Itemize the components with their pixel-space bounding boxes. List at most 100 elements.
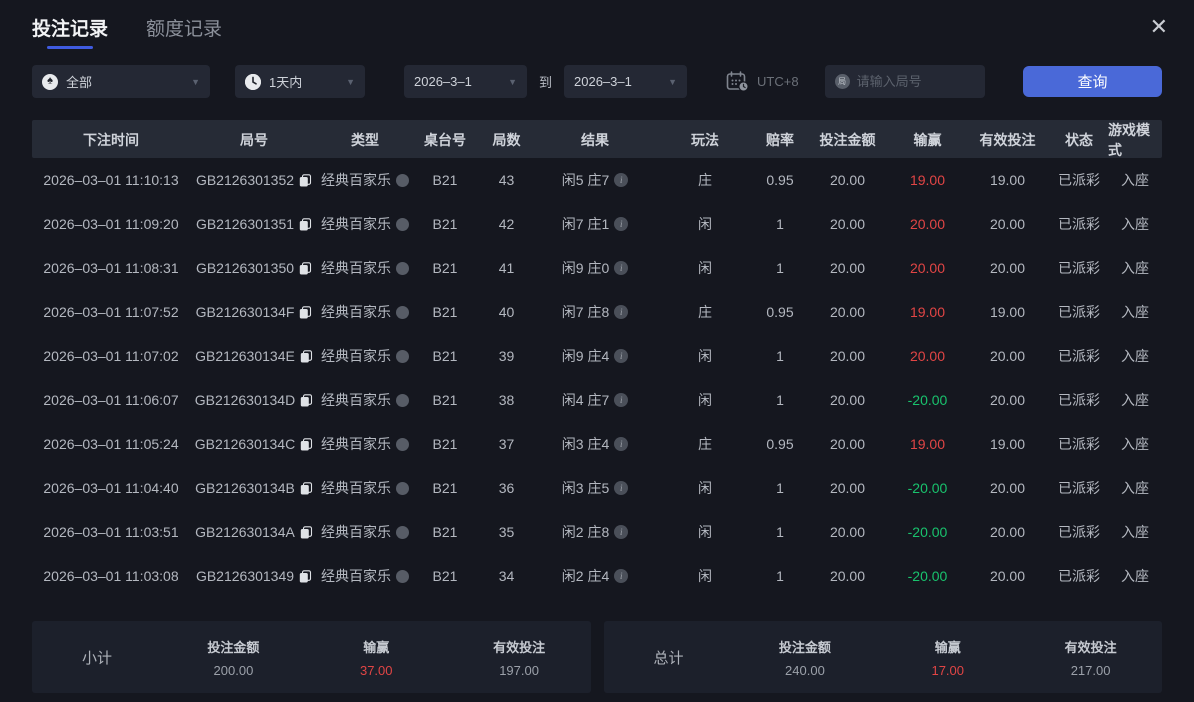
game-video-icon[interactable] [396,349,409,363]
result-info-icon[interactable]: i [614,569,629,583]
result-info-icon[interactable]: i [614,173,629,187]
cell-result: 闲9 庄4 i [535,334,655,378]
cell-bet-time: 2026–03–01 11:03:08 [43,568,179,584]
copy-icon[interactable] [300,393,313,407]
game-video-icon[interactable] [396,217,409,231]
game-video-icon[interactable] [396,525,409,539]
cell-bet-time: 2026–03–01 11:07:52 [43,304,179,320]
subtotal-label: 小计 [81,649,112,667]
timezone-group[interactable]: UTC+8 [726,71,799,92]
column-header-6: 玩法 [691,132,719,148]
time-range-dropdown[interactable]: 1天内 ▼ [235,65,365,98]
search-button[interactable]: 查询 [1023,66,1162,97]
round-id-input[interactable] [856,74,975,89]
game-video-icon[interactable] [396,173,409,187]
records-table: 下注时间 局号 类型 桌台号 局数 结果 玩法 赔率 投注金额 输赢 有效投注 状态 游戏模式 2026… [32,120,1162,598]
result-info-icon[interactable]: i [614,525,629,539]
cell-bet-time: 2026–03–01 11:04:40 [43,480,179,496]
tabs: 投注记录 额度记录 [32,14,222,49]
chevron-down-icon: ▼ [346,76,355,87]
summary-bar: 小计 投注金额 200.00 输赢 37.00 有效投注 197.00 总计 [32,621,1162,693]
cell-valid-bet: 19.00 [989,436,1026,452]
result-info-icon[interactable]: i [614,393,629,407]
subtotal-panel: 小计 投注金额 200.00 输赢 37.00 有效投注 197.00 [32,621,591,693]
cell-result: 闲3 庄5 i [535,466,655,510]
cell-status: 已派彩 [1058,568,1100,584]
cell-table-no: B21 [432,260,458,276]
date-to-dropdown[interactable]: 2026–3–1 ▼ [564,65,688,98]
result-info-icon[interactable]: i [614,481,629,495]
cell-game-type: 经典百家乐 [318,466,412,510]
game-video-icon[interactable] [396,481,409,495]
spade-icon: ♠ [42,73,58,90]
result-info-icon[interactable]: i [614,261,629,275]
cell-valid-bet: 20.00 [989,392,1026,408]
timezone-label: UTC+8 [757,74,799,89]
copy-icon[interactable] [299,261,312,275]
topbar: 投注记录 额度记录 ✕ [0,0,1194,49]
cell-odds: 1 [776,260,784,276]
result-info-icon[interactable]: i [614,437,629,451]
copy-icon[interactable] [300,437,313,451]
game-video-icon[interactable] [396,437,409,451]
cell-round-no: 35 [498,524,515,540]
cell-win-loss: 20.00 [909,216,946,232]
cell-result: 闲2 庄4 i [535,554,655,598]
copy-icon[interactable] [299,173,312,187]
table-row: 2026–03–01 11:10:13 GB2126301352 经典百家乐 B21 4… [32,158,1162,202]
copy-icon[interactable] [299,569,312,583]
cell-odds: 1 [776,568,784,584]
cell-valid-bet: 19.00 [989,172,1026,188]
cell-bet-amount: 20.00 [829,524,866,540]
result-info-icon[interactable]: i [614,349,629,363]
cell-game-type: 经典百家乐 [318,510,412,554]
copy-icon[interactable] [300,481,313,495]
date-to-label: 到 [539,75,553,90]
game-video-icon[interactable] [396,393,409,407]
total-win-loss: 输赢 17.00 [931,639,965,678]
tab-betting-records[interactable]: 投注记录 [32,14,108,49]
column-header-8: 投注金额 [819,132,876,148]
chevron-down-icon: ▼ [668,76,678,87]
cell-game-mode: 入座 [1121,348,1149,364]
copy-icon[interactable] [300,525,313,539]
cell-odds: 1 [776,524,784,540]
cell-round-id: GB212630134F [190,290,318,334]
cell-game-type: 经典百家乐 [318,202,412,246]
cell-status: 已派彩 [1058,172,1100,188]
cell-bet-amount: 20.00 [829,260,866,276]
cell-bet-time: 2026–03–01 11:05:24 [43,436,179,452]
result-info-icon[interactable]: i [614,305,629,319]
date-from-dropdown[interactable]: 2026–3–1 ▼ [404,65,527,98]
tab-quota-records[interactable]: 额度记录 [146,19,223,40]
game-type-dropdown[interactable]: ♠ 全部 ▼ [32,65,210,98]
cell-round-no: 37 [498,436,515,452]
cell-win-loss: -20.00 [907,568,948,584]
cell-bet-type: 闲 [698,568,712,584]
table-header: 下注时间 局号 类型 桌台号 局数 结果 玩法 赔率 投注金额 输赢 有效投注 状态 游戏模式 [32,120,1162,158]
cell-bet-amount: 20.00 [829,348,866,364]
copy-icon[interactable] [299,305,312,319]
cell-odds: 1 [776,216,784,232]
close-icon[interactable]: ✕ [1149,14,1168,39]
column-header-11: 状态 [1065,132,1093,148]
game-video-icon[interactable] [396,261,409,275]
cell-odds: 0.95 [766,172,794,188]
column-header-0: 下注时间 [83,132,139,148]
chevron-down-icon: ▼ [191,76,200,87]
game-video-icon[interactable] [396,305,409,319]
result-info-icon[interactable]: i [614,217,629,231]
cell-win-loss: -20.00 [907,392,948,408]
cell-status: 已派彩 [1058,436,1100,452]
column-header-7: 赔率 [766,132,794,148]
cell-result: 闲5 庄7 i [535,158,655,202]
copy-icon[interactable] [300,349,313,363]
game-video-icon[interactable] [396,569,409,583]
cell-valid-bet: 20.00 [989,524,1026,540]
copy-icon[interactable] [299,217,312,231]
total-label: 总计 [653,649,684,667]
cell-game-mode: 入座 [1121,392,1149,408]
cell-win-loss: 19.00 [909,304,946,320]
cell-bet-time: 2026–03–01 11:10:13 [43,172,179,188]
cell-win-loss: 20.00 [909,348,946,364]
